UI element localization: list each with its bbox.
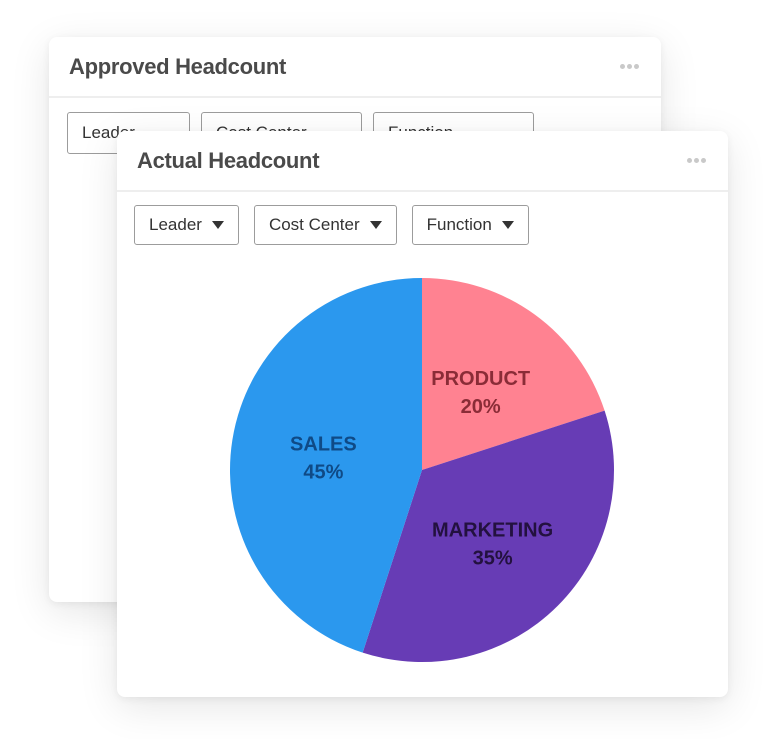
slice-label-sales: SALES — [290, 433, 357, 455]
actual-headcount-card: Actual Headcount Leader Cost Center Func… — [117, 131, 728, 697]
slice-value-sales: 45% — [303, 461, 343, 483]
filter-label: Cost Center — [268, 215, 360, 234]
cost-center-filter[interactable]: Cost Center — [253, 205, 397, 245]
card-title: Actual Headcount — [137, 148, 320, 173]
caret-down-icon — [501, 221, 514, 229]
caret-down-icon — [211, 221, 224, 229]
card-title: Approved Headcount — [69, 54, 287, 79]
more-options-icon[interactable] — [620, 64, 639, 69]
slice-value-product: 20% — [461, 396, 501, 418]
pie-slice-marketing[interactable] — [362, 410, 614, 662]
more-options-icon[interactable] — [687, 158, 706, 163]
filter-bar: Leader Cost Center Function — [134, 205, 529, 245]
slice-label-product: PRODUCT — [431, 368, 530, 390]
filter-label: Leader — [149, 215, 202, 234]
pie-slice-sales[interactable] — [230, 278, 422, 653]
filter-label: Function — [426, 215, 492, 234]
caret-down-icon — [369, 221, 382, 229]
card-header: Actual Headcount — [117, 131, 728, 192]
slice-label-marketing: MARKETING — [432, 520, 553, 542]
function-filter[interactable]: Function — [411, 205, 529, 245]
leader-filter[interactable]: Leader — [134, 205, 239, 245]
pie-slice-product[interactable] — [422, 278, 605, 470]
card-header: Approved Headcount — [49, 37, 661, 98]
slice-value-marketing: 35% — [473, 548, 513, 570]
pie-chart: PRODUCT 20% MARKETING 35% SALES 45% — [230, 278, 614, 662]
